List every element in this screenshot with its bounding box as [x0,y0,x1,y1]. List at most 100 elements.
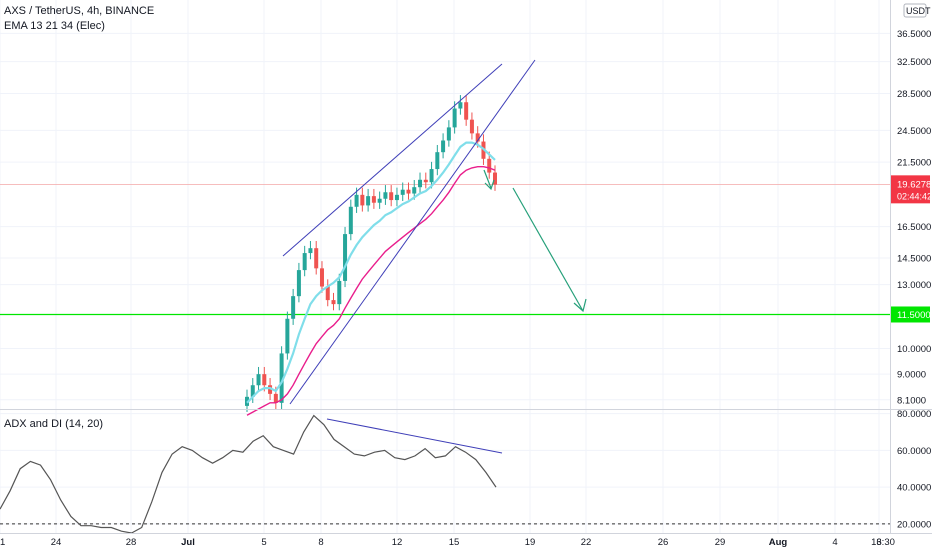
short-arrow-head [484,179,495,191]
last-price-label [891,175,930,204]
x-tick-label: 8 [318,537,323,548]
candle-body [389,192,394,201]
candle-body [435,152,440,170]
x-tick-label: 12 [392,537,403,548]
candle-body [487,158,492,173]
x-tick-label: 1 [0,537,5,548]
short-arrow-shaft [483,169,492,189]
price-countdown: 02:44:42 [897,191,932,201]
y-tick-label: 28.5000 [897,89,931,100]
candle-body [418,179,423,188]
adx-line [0,414,497,534]
candle-body [285,318,290,354]
x-tick-label: Jul [181,537,195,548]
candle-body [469,119,474,134]
candle-body [383,192,388,199]
candle-body [256,374,261,386]
candle-body [366,196,371,206]
y-tick-label: 21.5000 [897,158,931,169]
candle-body [377,198,382,203]
x-tick-label: 19 [525,537,536,548]
projection-arrow-shaft [512,187,584,312]
currency-button-label[interactable]: USDT [906,6,931,16]
candle-body [412,187,417,194]
ema-fast-line [246,141,496,404]
candle-body [452,108,457,128]
x-tick-label: 28 [126,537,137,548]
candle-body [262,374,267,386]
candle-body [493,172,497,185]
support-price-label [891,306,930,323]
symbol-title[interactable]: AXS / TetherUS, 4h, BINANCE [4,5,154,17]
candle-body [337,280,342,305]
channel-lower-line [289,59,536,405]
x-tick-label: 26 [658,537,669,548]
candle-body [394,194,399,201]
candle-body [441,140,446,153]
candle-body [458,102,463,109]
ema-series [246,141,496,416]
candle-body [423,179,428,183]
grid-lines [0,0,890,533]
x-tick-label: 4 [832,537,837,548]
y-tick-label: 36.5000 [897,29,931,40]
candle-body [348,206,353,235]
candle-body [268,385,273,394]
support-price-value: 11.5000 [897,310,931,321]
candle-body [291,296,296,319]
x-tick-label: 13:30 [871,537,895,548]
adx-y-tick-label: 80.0000 [897,409,931,420]
adx-y-tick-label: 20.0000 [897,519,931,530]
candle-body [331,300,336,305]
y-tick-label: 8.1000 [897,395,926,406]
y-tick-label: 32.5000 [897,57,931,68]
candle-body [354,194,359,207]
candle-body [343,234,348,281]
candlestick-series [245,95,497,413]
y-tick-label: 13.0000 [897,280,931,291]
adx-panel [0,414,890,534]
candle-body [360,194,365,206]
channel-upper-line [282,63,503,257]
y-tick-label: 10.0000 [897,344,931,355]
candle-body [314,248,319,269]
drawing-layer[interactable] [282,59,587,405]
candle-body [400,189,405,195]
candle-body [308,248,313,254]
candle-body [250,385,255,397]
candle-body [464,102,469,120]
projection-arrow-head [573,298,587,313]
candle-body [429,169,434,183]
candle-body [406,189,411,194]
candle-body [302,253,307,271]
candle-body [273,393,278,403]
candle-body [296,270,301,297]
x-tick-label: 6 [876,537,881,548]
candle-body [279,353,284,403]
x-tick-label: 29 [715,537,726,548]
adx-y-tick-label: 60.0000 [897,446,931,457]
last-price-value: 19.6278 [897,179,931,190]
candle-body [319,268,324,287]
x-tick-label: Aug [769,537,788,548]
adx-divergence-line [326,418,503,454]
x-tick-label: 24 [51,537,62,548]
y-tick-label: 9.0000 [897,370,926,381]
candle-body [325,286,330,301]
adx-indicator-label[interactable]: ADX and DI (14, 20) [4,418,103,430]
x-tick-label: 15 [449,537,460,548]
y-tick-label: 16.5000 [897,222,931,233]
candle-body [371,196,376,203]
currency-button[interactable] [903,3,927,18]
ema-indicator-label[interactable]: EMA 13 21 34 (Elec) [4,20,105,32]
x-tick-label: 22 [581,537,592,548]
y-tick-label: 24.5000 [897,126,931,137]
support-layer: 11.5000 [0,183,931,323]
ema-slow-line [246,166,496,416]
adx-y-tick-label: 40.0000 [897,483,931,494]
y-tick-label: 14.5000 [897,254,931,265]
x-tick-label: 5 [261,537,266,548]
candle-body [475,133,480,142]
